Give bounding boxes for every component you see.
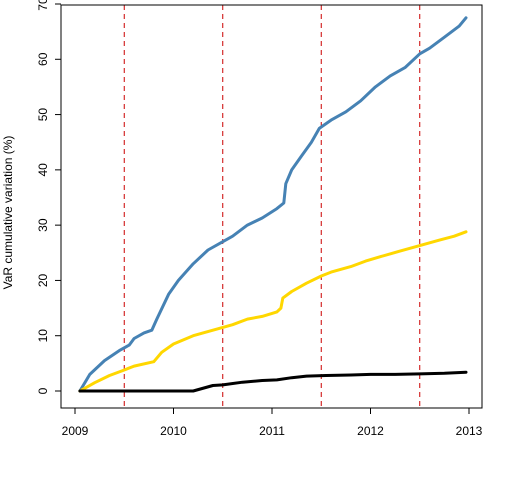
reference-lines — [123, 5, 421, 408]
y-tick-label: 0 — [36, 387, 50, 394]
x-tick-label: 2011 — [259, 424, 285, 438]
x-tick-label: 2013 — [456, 424, 483, 438]
y-tick-label: 10 — [36, 329, 50, 343]
y-tick-label: 50 — [36, 108, 50, 122]
y-tick-label: 70 — [36, 0, 50, 11]
series-line-1 — [78, 16, 468, 393]
y-tick-label: 30 — [36, 218, 50, 232]
y-tick-label: 40 — [36, 163, 50, 177]
x-tick-label: 2009 — [62, 424, 89, 438]
y-axis-title: VaR cumulative variation (%) — [1, 136, 15, 290]
series-line-2 — [78, 230, 468, 393]
y-tick-label: 20 — [36, 273, 50, 287]
series-layer — [78, 16, 468, 393]
y-axis: 0 10 20 30 40 50 60 70 — [36, 0, 61, 394]
series-line-3 — [78, 370, 468, 393]
x-tick-label: 2010 — [160, 424, 187, 438]
y-tick-label: 60 — [36, 52, 50, 66]
x-tick-label: 2012 — [357, 424, 384, 438]
x-axis: 2009 2010 2011 2012 2013 — [62, 408, 483, 438]
